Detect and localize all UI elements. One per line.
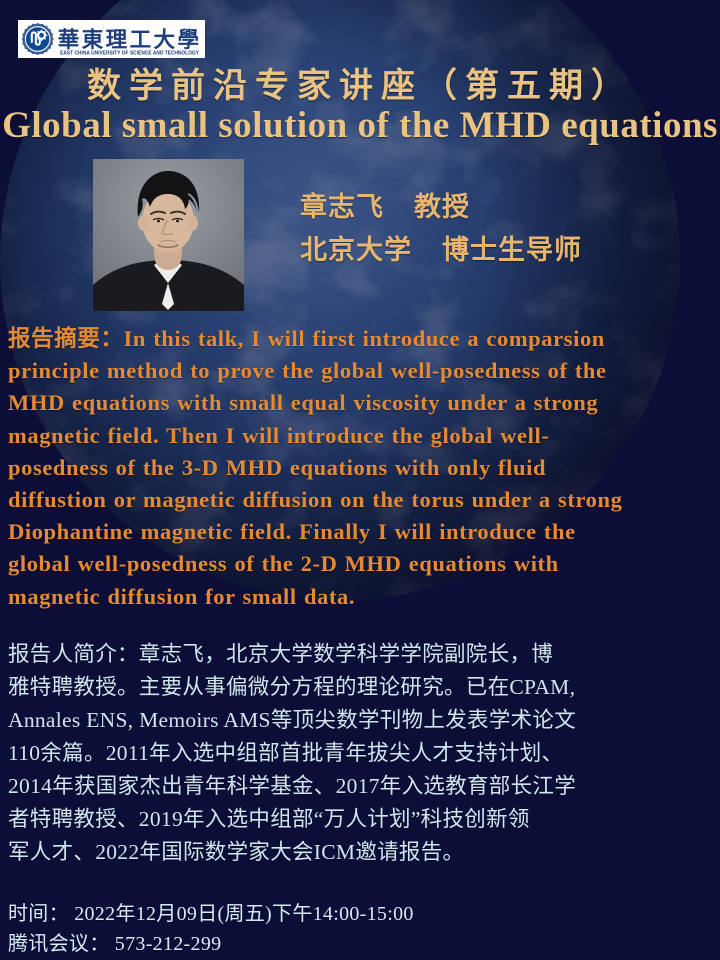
svg-text:華東理工大學: 華東理工大學 — [58, 28, 201, 52]
svg-text:EAST CHINA UNIVERSITY OF SCIEN: EAST CHINA UNIVERSITY OF SCIENCE AND TEC… — [60, 51, 199, 56]
